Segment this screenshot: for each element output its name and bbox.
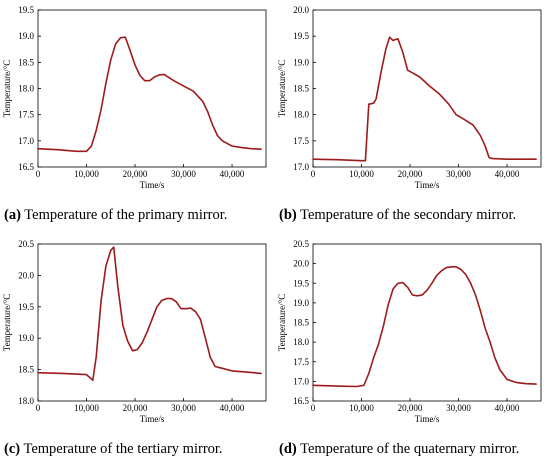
y-tick-label-a: 19.0 (18, 31, 34, 41)
x-axis-label-b: Time/s (415, 180, 440, 190)
y-tick-label-a: 16.5 (18, 162, 34, 172)
caption-d: (d) Temperature of the quaternary mirror… (279, 441, 519, 458)
y-tick-label-b: 18.5 (293, 84, 309, 94)
x-tick-label-d: 40,000 (495, 403, 520, 413)
y-tick-label-d: 19.5 (293, 278, 309, 288)
caption-b: (b) Temperature of the secondary mirror. (279, 207, 516, 224)
y-tick-label-b: 20.0 (293, 5, 309, 15)
y-tick-label-b: 18.0 (293, 110, 309, 120)
y-axis-label-c: Temperature/°C (2, 294, 12, 351)
y-tick-label-c: 18.0 (18, 396, 34, 406)
chart-panel-c: 0 10,000 20,000 30,000 40,000 18.0 18.5 19.0 19.… (0, 234, 275, 467)
y-tick-label-a: 18.5 (18, 57, 34, 67)
x-tick-label-c: 20,000 (123, 403, 148, 413)
x-tick-label-d: 0 (311, 403, 316, 413)
x-tick-label-b: 10,000 (349, 169, 374, 179)
plot-frame-c (37, 243, 267, 402)
y-tick-label-a: 18.0 (18, 84, 34, 94)
y-tick-label-d: 20.0 (293, 259, 309, 269)
y-tick-label-c: 20.5 (18, 239, 34, 249)
caption-d-text: Temperature of the quaternary mirror. (300, 441, 520, 457)
chart-a: 0 10,000 20,000 30,000 40,000 16.5 17.0 17.5 18.… (2, 5, 267, 190)
caption-a-letter: (a) (4, 207, 21, 223)
series-line-a (37, 36, 262, 153)
x-tick-label-a: 40,000 (220, 169, 245, 179)
y-tick-label-d: 16.5 (293, 396, 309, 406)
chart-d: 0 10,000 20,000 30,000 40,000 16.5 17.0 17.5 18.… (277, 239, 542, 424)
x-tick-label-d: 10,000 (349, 403, 374, 413)
x-tick-label-c: 10,000 (74, 403, 99, 413)
caption-b-text: Temperature of the secondary mirror. (300, 207, 517, 223)
x-tick-label-b: 20,000 (398, 169, 423, 179)
chart-panel-a: 0 10,000 20,000 30,000 40,000 16.5 17.0 17.5 18.… (0, 0, 275, 233)
y-tick-label-b: 19.5 (293, 31, 309, 41)
chart-panel-d: 0 10,000 20,000 30,000 40,000 16.5 17.0 17.5 18.… (275, 234, 550, 467)
series-line-c (37, 246, 262, 382)
y-tick-label-c: 19.5 (18, 302, 34, 312)
x-axis-label-a: Time/s (140, 180, 165, 190)
x-tick-label-a: 10,000 (74, 169, 99, 179)
y-tick-label-d: 17.0 (293, 376, 309, 386)
x-tick-label-b: 0 (311, 169, 316, 179)
y-tick-label-a: 19.5 (18, 5, 34, 15)
x-axis-label-d: Time/s (415, 414, 440, 424)
chart-panel-b: 0 10,000 20,000 30,000 40,000 17.0 17.5 18.0 18.… (275, 0, 550, 233)
caption-a: (a) Temperature of the primary mirror. (4, 207, 227, 224)
y-tick-label-a: 17.0 (18, 136, 34, 146)
y-tick-label-c: 20.0 (18, 270, 34, 280)
x-tick-label-a: 0 (36, 169, 41, 179)
caption-c-letter: (c) (4, 441, 21, 457)
caption-c-text: Temperature of the tertiary mirror. (23, 441, 223, 457)
x-tick-label-b: 40,000 (495, 169, 520, 179)
plot-frame-a (37, 9, 267, 168)
y-tick-label-b: 19.0 (293, 57, 309, 67)
y-tick-label-d: 19.0 (293, 298, 309, 308)
y-tick-label-c: 18.5 (18, 365, 34, 375)
y-tick-label-d: 18.5 (293, 318, 309, 328)
series-line-d (312, 265, 537, 388)
series-line-b (312, 36, 537, 162)
plot-frame-d (312, 243, 542, 402)
y-axis-label-b: Temperature/°C (277, 60, 287, 117)
chart-b: 0 10,000 20,000 30,000 40,000 17.0 17.5 18.0 18.… (277, 5, 542, 190)
caption-d-letter: (d) (279, 441, 297, 457)
chart-c: 0 10,000 20,000 30,000 40,000 18.0 18.5 19.0 19.… (2, 239, 267, 424)
x-tick-label-c: 30,000 (171, 403, 196, 413)
caption-a-text: Temperature of the primary mirror. (24, 207, 228, 223)
y-tick-label-b: 17.5 (293, 136, 309, 146)
y-axis-label-d: Temperature/°C (277, 294, 287, 351)
y-tick-label-d: 20.5 (293, 239, 309, 249)
x-tick-label-c: 40,000 (220, 403, 245, 413)
y-axis-label-a: Temperature/°C (2, 60, 12, 117)
y-tick-label-d: 17.5 (293, 357, 309, 367)
y-tick-label-c: 19.0 (18, 333, 34, 343)
caption-c: (c) Temperature of the tertiary mirror. (4, 441, 223, 458)
y-tick-label-a: 17.5 (18, 110, 34, 120)
x-tick-label-c: 0 (36, 403, 41, 413)
x-tick-label-a: 20,000 (123, 169, 148, 179)
x-tick-label-d: 30,000 (446, 403, 471, 413)
x-tick-label-a: 30,000 (171, 169, 196, 179)
plot-frame-b (312, 9, 542, 168)
y-tick-label-b: 17.0 (293, 162, 309, 172)
caption-b-letter: (b) (279, 207, 297, 223)
x-axis-label-c: Time/s (140, 414, 165, 424)
x-tick-label-d: 20,000 (398, 403, 423, 413)
y-tick-label-d: 18.0 (293, 337, 309, 347)
x-tick-label-b: 30,000 (446, 169, 471, 179)
